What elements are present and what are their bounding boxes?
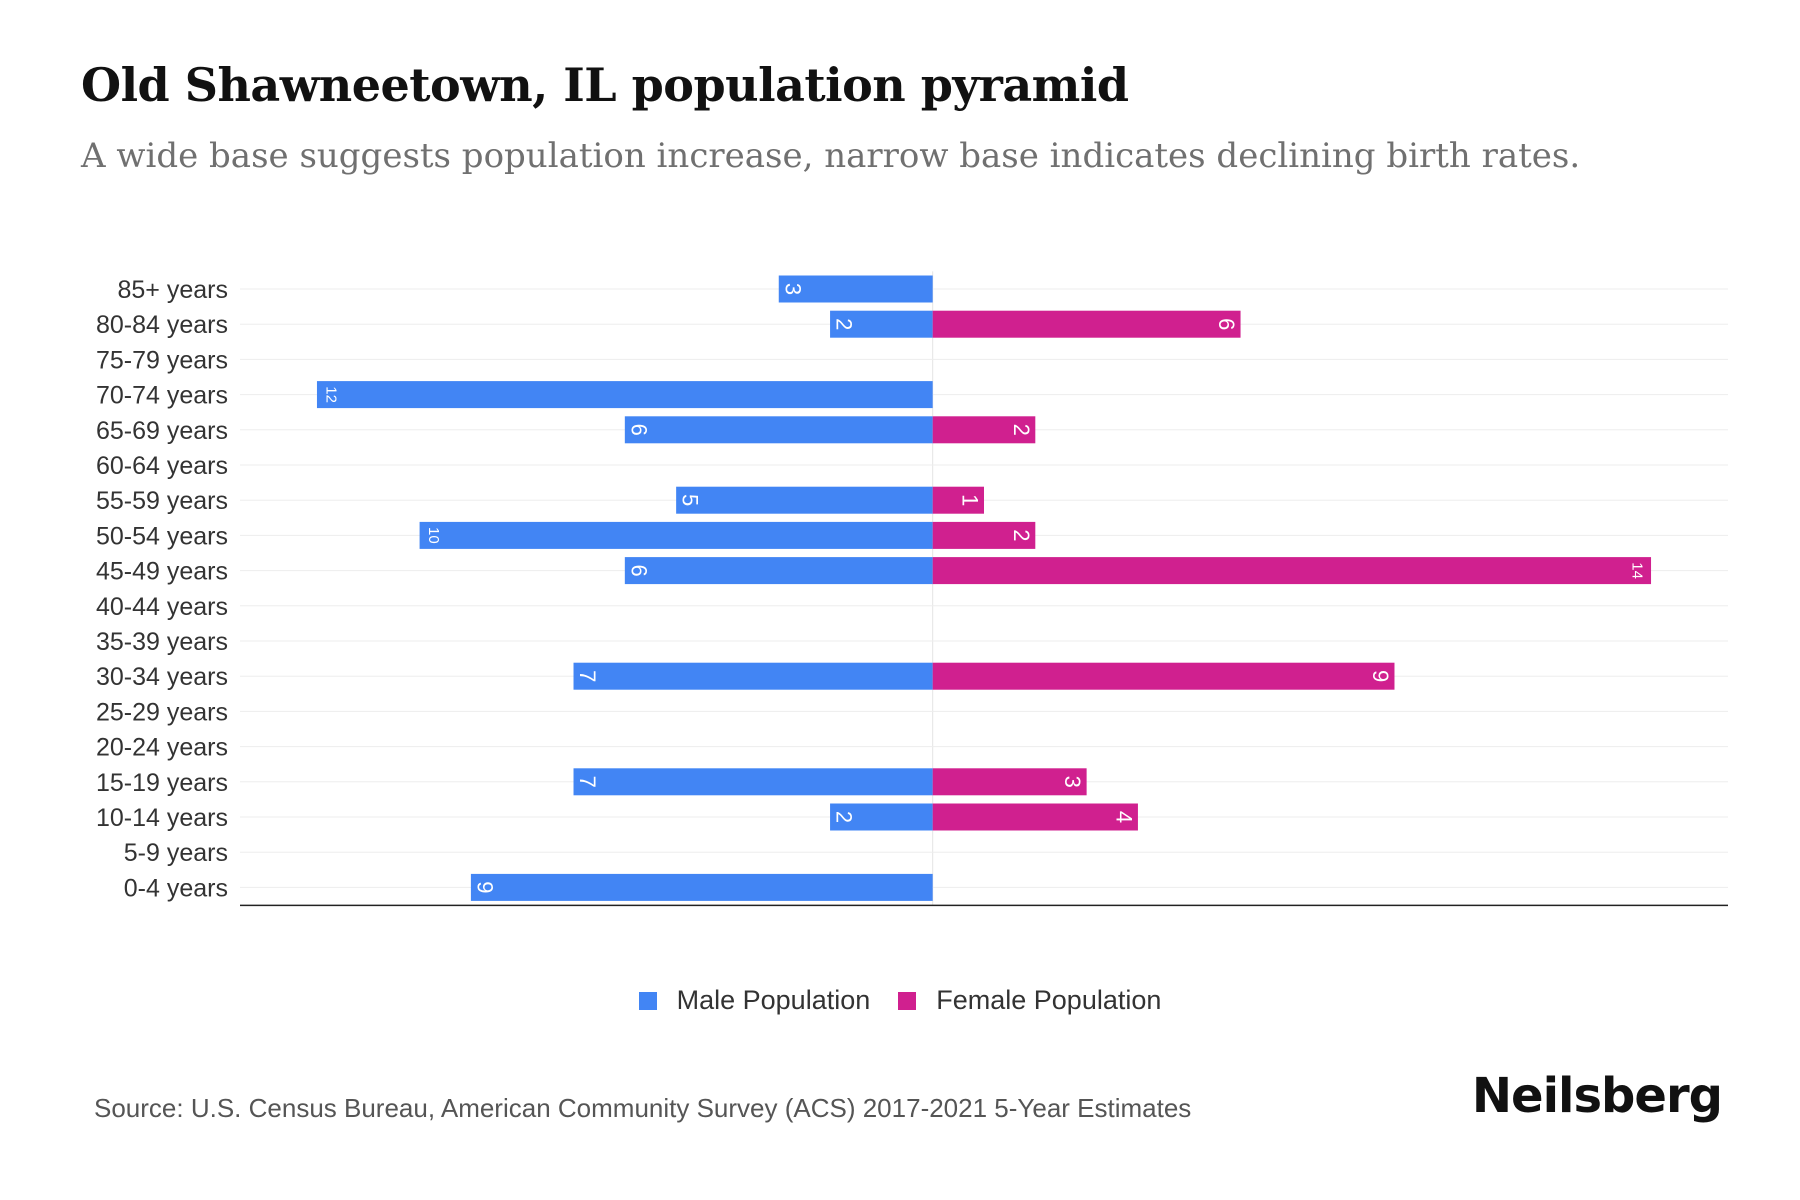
bar-female [932, 768, 1087, 796]
category-label: 70-74 years [96, 382, 228, 410]
data-label-male: 2 [832, 318, 857, 330]
data-label-female: 3 [1060, 776, 1085, 788]
data-label-male: 12 [322, 386, 339, 403]
bar-male [419, 521, 933, 549]
data-label-male: 6 [626, 564, 651, 576]
category-labels: 85+ years 80-84 years 75-79 years 70-74 yea… [96, 276, 228, 902]
bar-female [932, 662, 1395, 690]
data-label-male: 6 [626, 424, 651, 436]
bars: 3 2 6 12 6 2 5 1 10 2 6 14 7 9 7 3 2 4 9 [316, 275, 1652, 901]
bar-female [932, 803, 1138, 831]
category-label: 75-79 years [96, 346, 228, 374]
data-label-female: 14 [1629, 562, 1646, 579]
bar-female [932, 486, 984, 514]
category-label: 55-59 years [96, 487, 228, 515]
bar-male [830, 310, 933, 338]
legend-swatch-male [638, 991, 657, 1010]
data-label-female: 2 [1009, 529, 1034, 541]
bar-female [932, 521, 1036, 549]
data-label-male: 10 [425, 527, 442, 544]
category-label: 85+ years [118, 276, 229, 304]
legend-item-female: Female Population [898, 985, 1161, 1016]
bar-male [778, 275, 933, 303]
category-label: 5-9 years [124, 839, 228, 867]
category-label: 80-84 years [96, 311, 228, 339]
bar-male [470, 873, 933, 901]
legend-label-female: Female Population [936, 985, 1162, 1015]
bar-male [573, 662, 933, 690]
data-label-female: 6 [1214, 318, 1239, 330]
bar-male [573, 768, 933, 796]
category-label: 20-24 years [96, 734, 228, 762]
category-label: 0-4 years [124, 874, 228, 902]
data-label-male: 7 [575, 776, 600, 788]
category-label: 60-64 years [96, 452, 228, 480]
bar-female [932, 310, 1241, 338]
legend-item-male: Male Population [638, 985, 871, 1016]
bar-male [316, 381, 933, 409]
category-label: 40-44 years [96, 593, 228, 621]
category-label: 15-19 years [96, 769, 228, 797]
data-label-male: 7 [575, 670, 600, 682]
category-label: 35-39 years [96, 628, 228, 656]
data-label-female: 1 [958, 494, 983, 506]
bar-male [624, 416, 933, 444]
data-label-male: 3 [780, 283, 805, 295]
data-label-female: 4 [1111, 811, 1136, 823]
bar-female [932, 416, 1036, 444]
legend-label-male: Male Population [676, 985, 871, 1015]
data-label-female: 2 [1009, 424, 1034, 436]
legend: Male Population Female Population [0, 985, 1800, 1016]
category-label: 10-14 years [96, 804, 228, 832]
category-label: 50-54 years [96, 522, 228, 550]
bar-male [676, 486, 933, 514]
legend-swatch-female [898, 991, 917, 1010]
chart-title: Old Shawneetown, IL population pyramid [81, 58, 1129, 112]
category-label: 30-34 years [96, 663, 228, 691]
category-label: 25-29 years [96, 698, 228, 726]
data-label-female: 9 [1368, 670, 1393, 682]
bar-female [932, 557, 1652, 585]
chart-subtitle: A wide base suggests population increase… [81, 136, 1581, 176]
source-note: Source: U.S. Census Bureau, American Com… [94, 1093, 1192, 1123]
bar-male [624, 557, 933, 585]
bar-male [830, 803, 933, 831]
data-label-male: 2 [832, 811, 857, 823]
data-label-male: 5 [678, 494, 703, 506]
brand-logo: Neilsberg [1471, 1068, 1723, 1124]
category-label: 45-49 years [96, 558, 228, 586]
category-label: 65-69 years [96, 417, 228, 445]
data-label-male: 9 [472, 881, 497, 893]
pyramid-chart: 85+ years 80-84 years 75-79 years 70-74 yea… [96, 271, 1728, 907]
